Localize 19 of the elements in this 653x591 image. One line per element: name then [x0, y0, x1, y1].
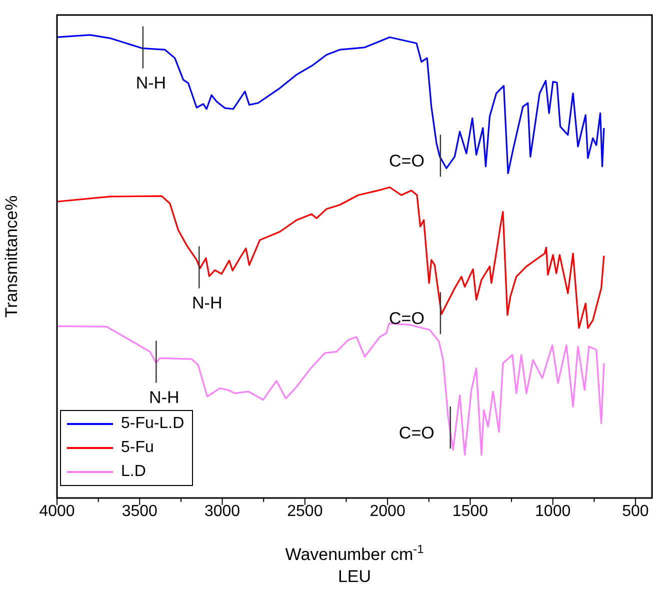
- annotation: C=O: [398, 424, 434, 443]
- x-tick-label: 1000: [535, 503, 571, 520]
- x-tick-label: 1500: [452, 503, 488, 520]
- annotation: N-H: [136, 73, 166, 92]
- annotation: C=O: [389, 309, 424, 328]
- text: LEU: [338, 567, 372, 586]
- legend-label: 5-Fu-L.D: [121, 414, 184, 434]
- x-tick-label: 500: [622, 503, 649, 520]
- annotation: N-H: [192, 293, 222, 312]
- x-tick-label: 3000: [204, 503, 240, 520]
- x-tick-label: 4000: [39, 503, 75, 520]
- annotation: N-H: [149, 388, 180, 407]
- y-axis-title: Transmittance%: [2, 195, 21, 318]
- x-tick-label: 2000: [370, 503, 406, 520]
- legend-label: L.D: [121, 462, 146, 482]
- legend-label: 5-Fu: [121, 438, 154, 458]
- x-tick-label: 3500: [122, 503, 158, 520]
- x-tick-label: 2500: [287, 503, 323, 520]
- annotation: C=O: [389, 152, 424, 171]
